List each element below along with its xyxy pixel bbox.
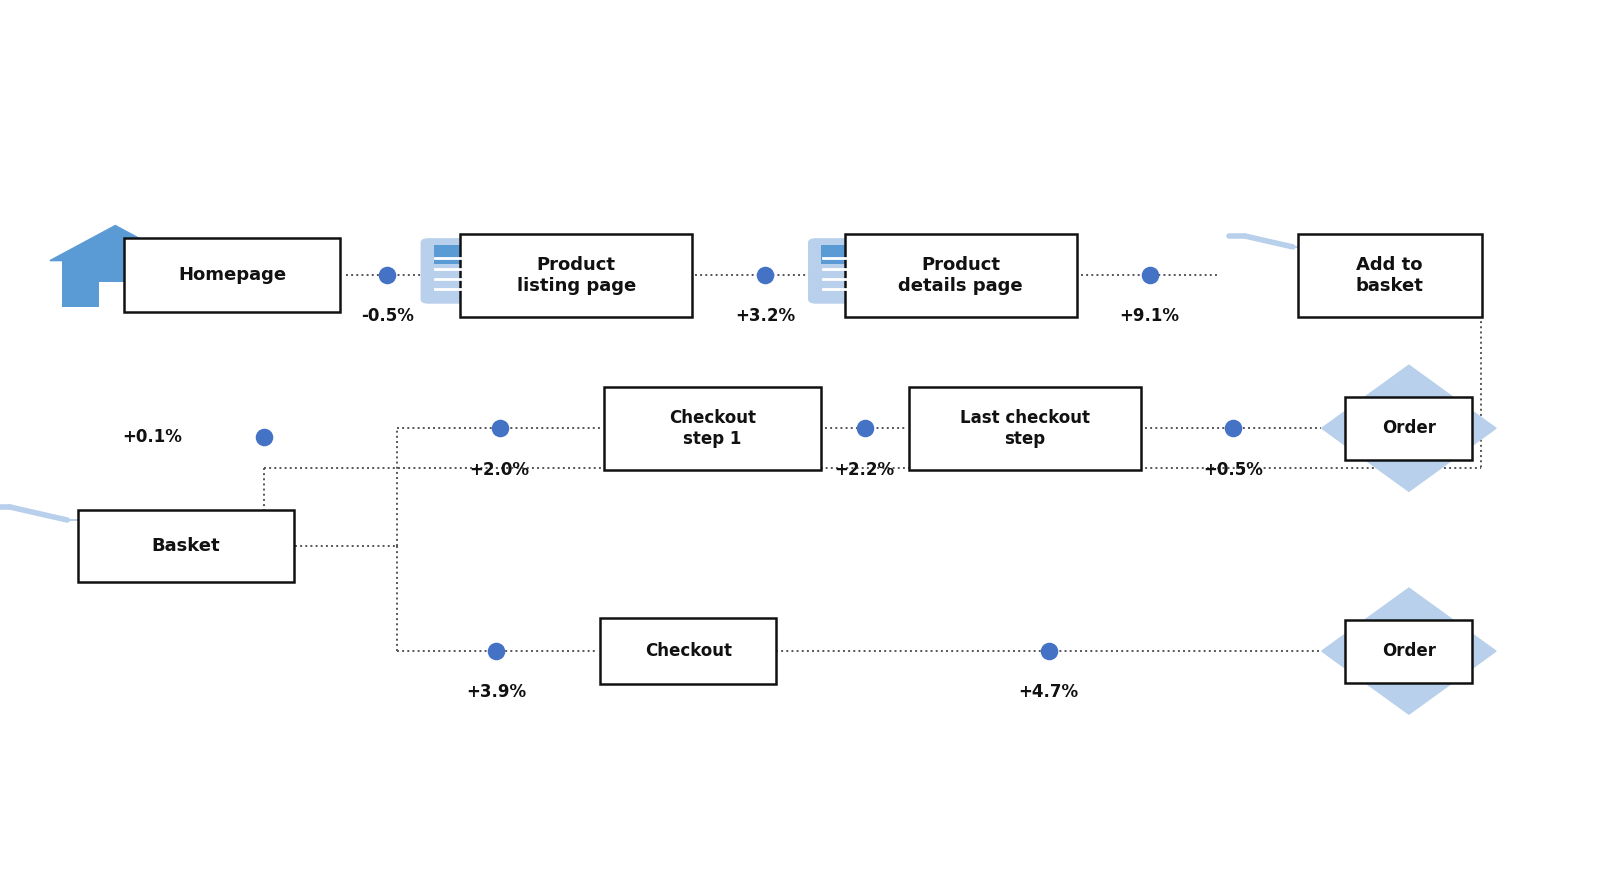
Circle shape [1340,274,1374,292]
Text: +4.7%: +4.7% [1018,683,1079,701]
FancyBboxPatch shape [809,239,911,304]
Text: +3.9%: +3.9% [466,683,527,701]
Text: Last checkout
step: Last checkout step [959,409,1090,447]
Point [487,421,512,435]
FancyBboxPatch shape [77,510,295,582]
Circle shape [1350,280,1364,287]
Point [484,644,509,658]
Text: Homepage: Homepage [178,267,287,284]
Polygon shape [1322,365,1495,491]
Point [1036,644,1061,658]
FancyBboxPatch shape [600,619,776,683]
Text: +0.5%: +0.5% [1202,461,1263,479]
Point [375,268,400,282]
FancyBboxPatch shape [421,239,524,304]
FancyBboxPatch shape [62,260,168,307]
FancyBboxPatch shape [821,246,857,264]
Polygon shape [1292,247,1369,273]
Polygon shape [67,520,158,551]
Text: +2.0%: +2.0% [469,461,530,479]
Point [1137,268,1162,282]
FancyBboxPatch shape [1345,397,1473,460]
FancyBboxPatch shape [99,282,131,307]
Text: Checkout: Checkout [645,642,732,660]
Text: +9.1%: +9.1% [1119,308,1180,325]
Circle shape [98,558,114,568]
Text: Checkout
step 1: Checkout step 1 [669,409,756,447]
Text: Order: Order [1382,642,1436,660]
Point [852,421,877,435]
Text: +2.2%: +2.2% [834,461,895,479]
Polygon shape [1322,588,1495,714]
Text: +0.1%: +0.1% [122,428,183,446]
FancyBboxPatch shape [1345,620,1473,683]
Text: Product
listing page: Product listing page [517,256,636,295]
FancyBboxPatch shape [123,238,339,312]
FancyBboxPatch shape [845,233,1076,316]
Polygon shape [50,225,181,260]
Circle shape [125,553,163,574]
Circle shape [136,558,152,568]
Text: Product
details page: Product details page [898,256,1023,295]
Text: +3.2%: +3.2% [735,308,796,325]
Text: Order: Order [1382,420,1436,437]
FancyBboxPatch shape [434,246,469,264]
Circle shape [1318,280,1332,287]
FancyBboxPatch shape [461,233,692,316]
FancyBboxPatch shape [909,386,1140,470]
Point [251,430,277,444]
Circle shape [1308,274,1340,292]
FancyBboxPatch shape [1297,233,1483,316]
Text: -0.5%: -0.5% [360,308,415,325]
Point [752,268,778,282]
Text: Basket: Basket [152,538,219,555]
FancyBboxPatch shape [605,386,820,470]
Text: Add to
basket: Add to basket [1356,256,1423,295]
Circle shape [86,553,125,574]
Point [1220,421,1246,435]
